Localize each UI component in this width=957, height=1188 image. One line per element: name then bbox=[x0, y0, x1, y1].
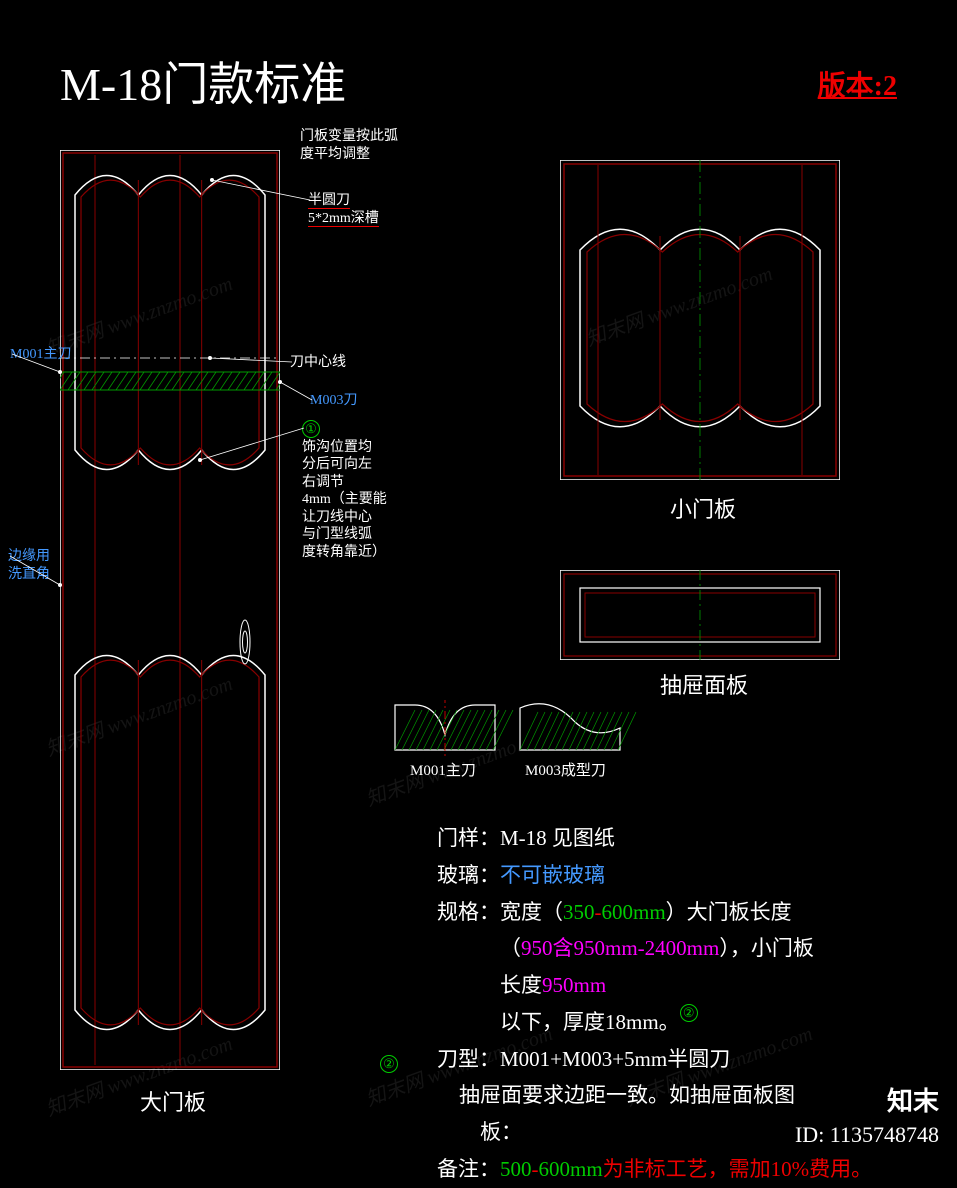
version-label: 版本:2 bbox=[818, 64, 897, 104]
callout-halfround: 半圆刀5*2mm深槽 bbox=[308, 192, 379, 227]
callout-top_note: 门板变量按此弧度平均调整 bbox=[300, 128, 398, 163]
drawer-panel bbox=[560, 570, 840, 660]
spec-row-1: 玻璃：不可嵌玻璃 bbox=[400, 857, 930, 894]
small-door-label: 小门板 bbox=[670, 492, 736, 524]
small-door-svg bbox=[560, 160, 840, 480]
large-door-panel bbox=[60, 150, 280, 1070]
drawer-svg bbox=[560, 570, 840, 660]
spec-row-2: 规格：宽度（350-600mm）大门板长度 bbox=[400, 894, 930, 931]
callout-edge_note: 边缘用洗直角 bbox=[8, 548, 50, 583]
large-door-label: 大门板 bbox=[140, 1085, 206, 1117]
small-door-panel bbox=[560, 160, 840, 480]
spec-row-3: （950含950mm-2400mm），小门板 bbox=[400, 930, 930, 967]
spec-row-5: 以下，厚度18mm。② bbox=[400, 1004, 930, 1041]
callout-m001_main: M001主刀 bbox=[10, 346, 71, 364]
brand-name: 知末 bbox=[887, 1081, 939, 1118]
callout-m003: M003刀 bbox=[310, 392, 357, 410]
spec-row-6: 刀型：M001+M003+5mm半圆刀 bbox=[400, 1041, 930, 1078]
spec-row-4: 长度950mm bbox=[400, 967, 930, 1004]
page-title: M-18门款标准 bbox=[60, 48, 346, 114]
svg-text:M001主刀: M001主刀 bbox=[410, 762, 476, 779]
spec-row-8: 备注：500-600mm为非标工艺，需加10%费用。 bbox=[400, 1151, 930, 1188]
cutter-profiles: M001主刀 M003成型刀 bbox=[390, 700, 690, 790]
svg-text:M003成型刀: M003成型刀 bbox=[525, 762, 606, 779]
callout-centerline: 刀中心线 bbox=[290, 354, 346, 372]
large-door-svg bbox=[60, 150, 280, 1070]
image-id: ID: 1135748748 bbox=[795, 1122, 939, 1148]
spec-row-0: 门样：M-18 见图纸 bbox=[400, 820, 930, 857]
profiles-svg: M001主刀 M003成型刀 bbox=[390, 700, 690, 790]
callout-note1: ①饰沟位置均分后可向左右调节4mm（主要能让刀线中心与门型线弧度转角靠近） bbox=[302, 420, 387, 561]
drawer-label: 抽屉面板 bbox=[660, 668, 748, 700]
